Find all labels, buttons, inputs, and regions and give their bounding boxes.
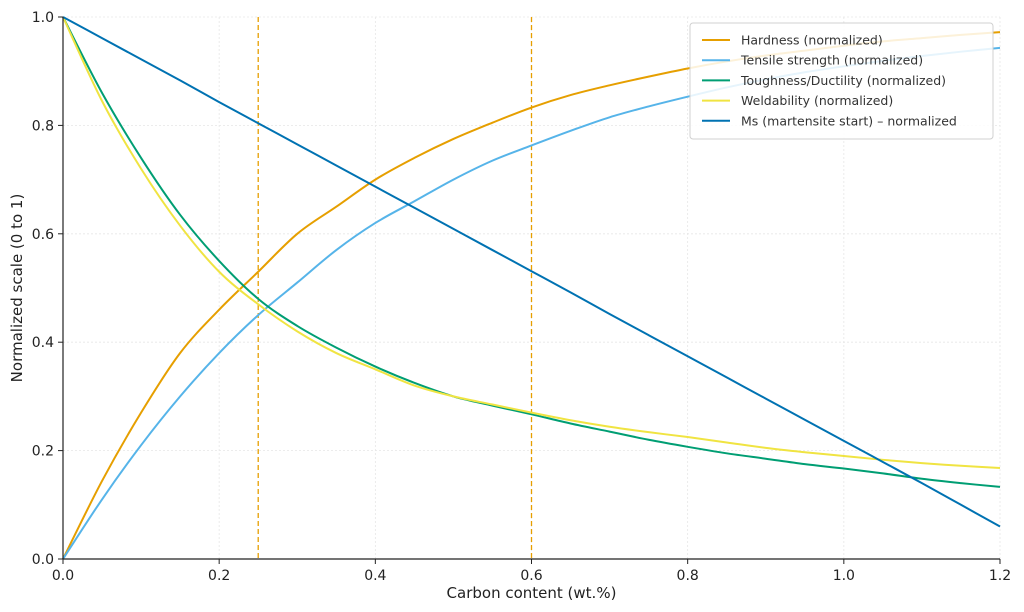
y-tick-label: 0.4 [32, 335, 54, 351]
y-tick-label: 0.2 [32, 444, 54, 460]
legend-label-3: Toughness/Ductility (normalized) [740, 73, 946, 88]
series-line-5 [62, 16, 1001, 528]
series-line-4 [62, 16, 1001, 469]
x-tick-label: 1.2 [989, 568, 1011, 584]
legend-box [689, 22, 994, 140]
x-axis-title: Carbon content (wt.%) [447, 584, 617, 602]
legend-label-5: Ms (martensite start) – normalized [741, 113, 957, 128]
reference-lines [257, 17, 533, 559]
legend: Hardness (normalized) Tensile strength (n… [689, 22, 994, 140]
x-tick-label: 0.0 [52, 568, 74, 584]
tick-labels: 0.0 0.2 0.4 0.6 0.8 1.0 1.2 0.0 0.2 0.4 0.6 0.8 1.0 [32, 10, 1011, 584]
legend-label-4: Weldability (normalized) [741, 93, 893, 108]
x-tick-label: 0.8 [677, 568, 699, 584]
y-tick-label: 1.0 [32, 10, 54, 26]
y-tick-label: 0.0 [32, 552, 54, 568]
y-tick-label: 0.6 [32, 227, 54, 243]
x-tick-label: 0.2 [208, 568, 230, 584]
y-axis-title: Normalized scale (0 to 1) [8, 194, 26, 383]
series-line-3 [62, 16, 1001, 488]
y-tick-label: 0.8 [32, 118, 54, 134]
x-tick-label: 0.6 [520, 568, 542, 584]
axes [58, 16, 1001, 564]
x-tick-label: 0.4 [364, 568, 386, 584]
legend-label-1: Hardness (normalized) [741, 33, 883, 48]
x-tick-label: 1.0 [833, 568, 855, 584]
legend-label-2: Tensile strength (normalized) [740, 53, 923, 68]
